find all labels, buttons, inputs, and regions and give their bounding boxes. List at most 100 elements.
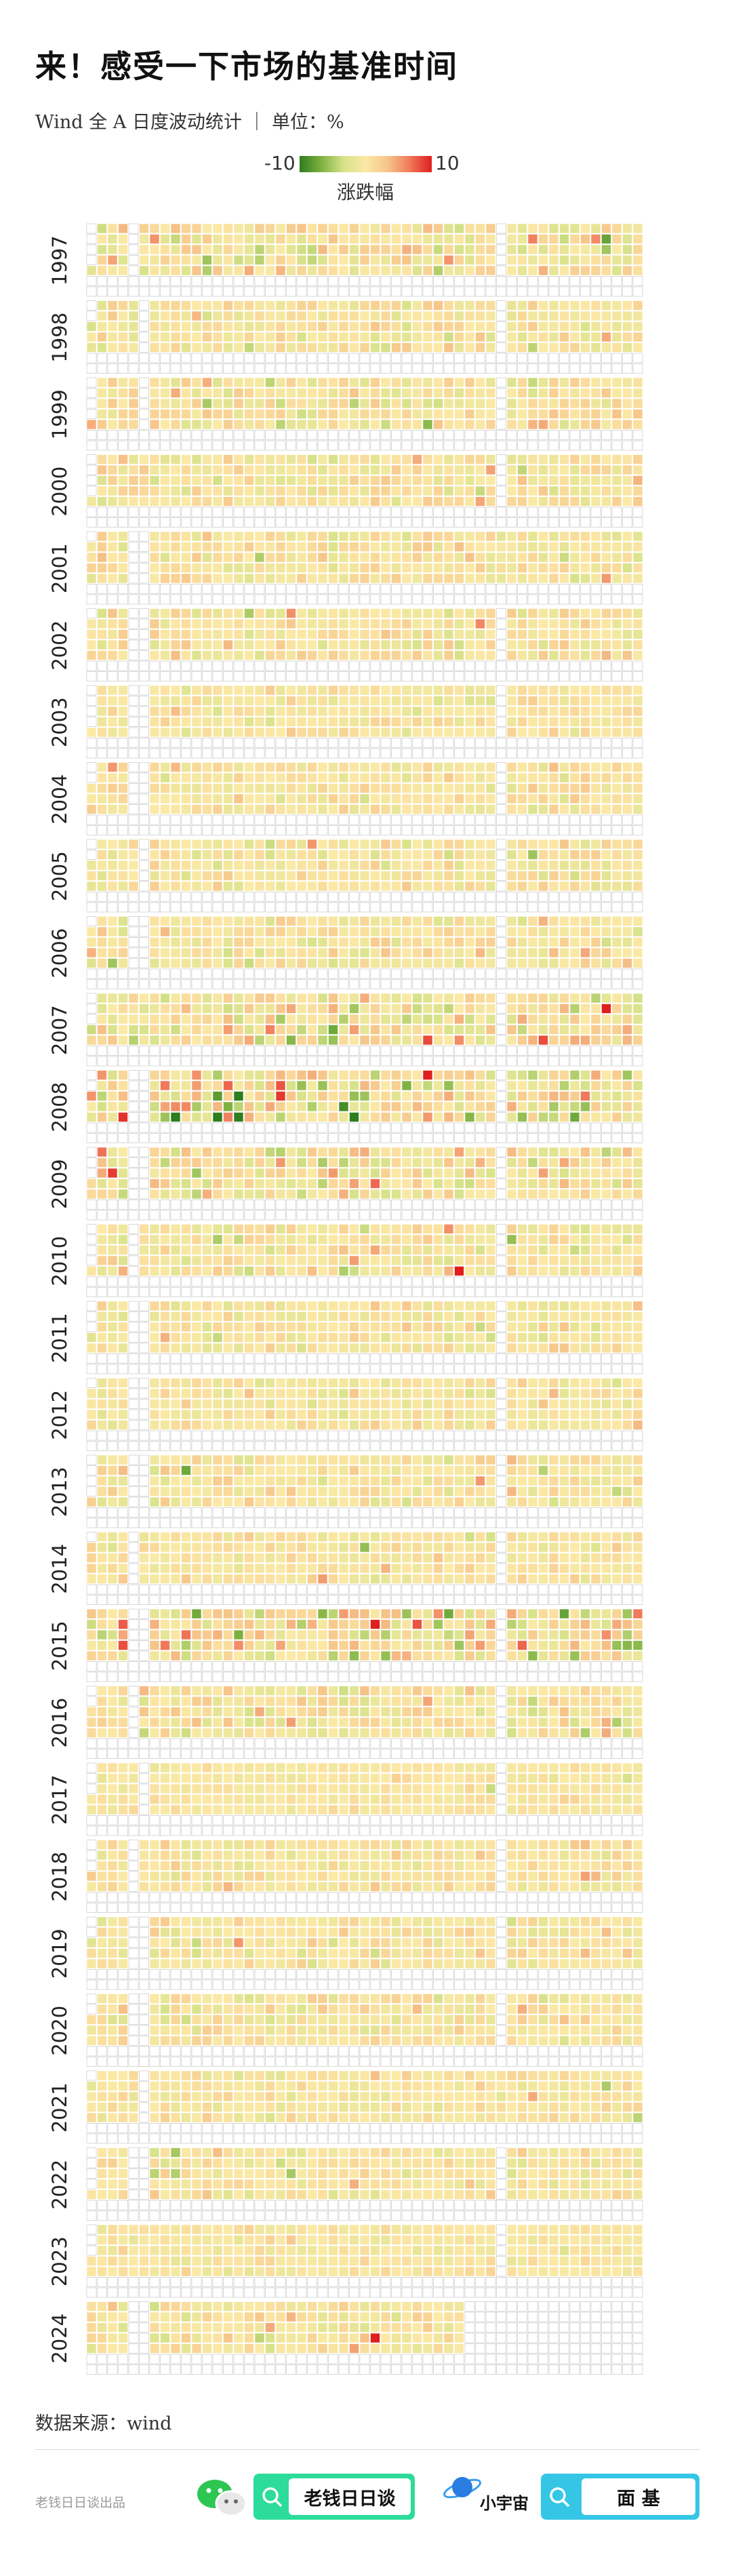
day-cell	[349, 926, 359, 937]
day-cell	[454, 388, 464, 398]
day-cell	[506, 660, 517, 671]
day-cell	[611, 926, 622, 937]
day-cell	[212, 377, 223, 388]
day-cell	[317, 608, 328, 618]
day-cell	[401, 958, 412, 968]
day-cell	[97, 486, 107, 496]
day-cell	[244, 507, 254, 517]
day-cell	[401, 419, 412, 430]
day-cell	[548, 363, 559, 374]
day-cell	[391, 926, 401, 937]
day-cell	[517, 409, 527, 419]
day-cell	[422, 748, 433, 759]
day-cell	[128, 1004, 139, 1014]
day-cell	[538, 608, 548, 618]
day-cell	[580, 234, 590, 244]
day-cell	[580, 244, 590, 255]
day-cell	[433, 1004, 443, 1014]
day-cell	[107, 440, 118, 451]
day-cell	[380, 947, 391, 958]
day-cell	[233, 1234, 244, 1245]
day-cell	[496, 772, 506, 783]
day-cell	[338, 475, 349, 486]
day-cell	[86, 1287, 97, 1297]
day-cell	[265, 1266, 275, 1276]
day-cell	[412, 419, 422, 430]
day-cell	[307, 926, 317, 937]
day-cell	[223, 223, 233, 234]
day-cell	[433, 804, 443, 814]
day-cell	[622, 706, 632, 717]
day-cell	[275, 1112, 286, 1122]
day-cell	[202, 234, 212, 244]
day-cell	[538, 419, 548, 430]
day-cell	[422, 618, 433, 629]
day-cell	[107, 244, 118, 255]
day-cell	[328, 531, 338, 542]
day-cell	[359, 696, 370, 706]
day-cell	[107, 507, 118, 517]
day-cell	[139, 717, 149, 727]
day-cell	[527, 563, 538, 573]
day-cell	[286, 748, 296, 759]
day-cell	[275, 902, 286, 913]
day-cell	[149, 850, 160, 860]
day-cell	[296, 430, 307, 440]
day-cell	[244, 1091, 254, 1101]
day-cell	[548, 947, 559, 958]
day-cell	[433, 409, 443, 419]
day-cell	[286, 937, 296, 947]
day-cell	[580, 860, 590, 871]
day-cell	[160, 1004, 170, 1014]
day-cell	[569, 573, 580, 584]
day-cell	[244, 1189, 254, 1200]
day-cell	[527, 762, 538, 772]
day-cell	[107, 1234, 118, 1245]
day-cell	[181, 542, 191, 552]
day-cell	[443, 660, 454, 671]
day-cell	[160, 496, 170, 507]
day-cell	[97, 1157, 107, 1168]
day-cell	[590, 398, 601, 409]
day-cell	[632, 685, 643, 696]
day-cell	[296, 706, 307, 717]
day-cell	[485, 804, 496, 814]
day-cell	[296, 748, 307, 759]
day-cell	[328, 234, 338, 244]
day-cell	[559, 584, 569, 594]
day-cell	[464, 814, 475, 825]
day-cell	[118, 234, 128, 244]
day-cell	[275, 234, 286, 244]
day-cell	[202, 1276, 212, 1287]
day-cell	[202, 440, 212, 451]
day-cell	[359, 892, 370, 902]
year-label: 2006	[48, 928, 71, 978]
day-cell	[422, 454, 433, 464]
day-cell	[254, 409, 265, 419]
day-cell	[307, 1178, 317, 1189]
day-cell	[517, 793, 527, 804]
day-cell	[317, 353, 328, 363]
day-cell	[569, 419, 580, 430]
day-cell	[254, 608, 265, 618]
day-cell	[107, 793, 118, 804]
day-cell	[275, 363, 286, 374]
day-cell	[139, 223, 149, 234]
day-cell	[391, 244, 401, 255]
day-cell	[349, 552, 359, 563]
day-cell	[412, 696, 422, 706]
day-cell	[338, 947, 349, 958]
day-cell	[401, 542, 412, 552]
day-cell	[223, 947, 233, 958]
day-cell	[433, 1014, 443, 1025]
day-cell	[275, 398, 286, 409]
day-cell	[370, 639, 380, 650]
day-cell	[454, 552, 464, 563]
day-cell	[128, 618, 139, 629]
day-cell	[149, 1112, 160, 1122]
day-cell	[128, 958, 139, 968]
day-cell	[349, 958, 359, 968]
day-cell	[328, 968, 338, 979]
day-cell	[275, 563, 286, 573]
day-cell	[296, 1091, 307, 1101]
